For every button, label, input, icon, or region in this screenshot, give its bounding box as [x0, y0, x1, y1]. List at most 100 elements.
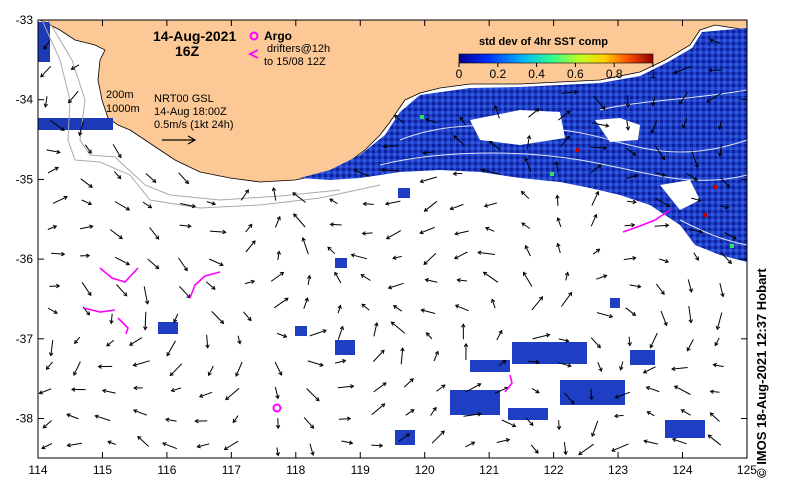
current-arrowhead — [165, 417, 170, 422]
current-arrowhead — [461, 323, 466, 328]
current-arrowhead — [523, 271, 527, 276]
current-arrow — [147, 258, 160, 269]
x-axis: 114 115 116 117 118 119 120 121 122 123 124 125 — [28, 20, 757, 477]
current-arrow — [245, 224, 253, 233]
current-arrowhead — [392, 255, 397, 260]
current-arrowhead — [60, 126, 65, 131]
current-arrowhead — [456, 278, 461, 283]
current-arrowhead — [482, 271, 488, 276]
current-vectors — [38, 38, 737, 457]
current-arrowhead — [423, 207, 429, 212]
current-arrow — [73, 361, 81, 376]
current-arrow — [719, 283, 724, 297]
current-arrow — [528, 360, 539, 363]
current-arrowhead — [488, 140, 493, 145]
current-arrowhead — [45, 365, 50, 370]
current-arrowhead — [361, 303, 366, 308]
current-arrowhead — [671, 437, 677, 443]
current-arrow — [393, 305, 403, 312]
current-arrow — [47, 167, 59, 174]
current-arrowhead — [596, 344, 601, 349]
current-arrow — [686, 173, 698, 181]
current-arrow — [436, 384, 446, 392]
current-arrow — [590, 164, 602, 174]
current-arrowhead — [663, 321, 668, 327]
current-arrow — [724, 232, 737, 240]
current-arrow — [654, 144, 665, 160]
scale-arrow — [162, 135, 197, 145]
current-arrow — [79, 225, 93, 230]
current-arrow — [714, 337, 720, 346]
current-arrow — [225, 388, 240, 400]
current-arrowhead — [137, 435, 142, 440]
current-arrow — [719, 120, 722, 130]
current-arrowhead — [70, 65, 75, 70]
current-arrowhead — [664, 258, 670, 264]
current-arrowhead — [385, 235, 391, 240]
current-arrowhead — [424, 278, 429, 283]
x-tick-label: 125 — [737, 463, 757, 477]
current-arrow — [171, 387, 182, 392]
current-arrow — [371, 444, 383, 447]
current-arrowhead — [196, 444, 201, 449]
current-arrow — [496, 439, 510, 443]
current-arrowhead — [454, 304, 460, 309]
current-arrow — [431, 430, 445, 444]
current-arrow — [235, 361, 243, 377]
current-arrowhead — [732, 235, 737, 240]
current-arrowhead — [339, 325, 344, 331]
current-arrow — [180, 203, 196, 208]
current-arrowhead — [382, 143, 387, 149]
current-arrowhead — [40, 73, 45, 78]
current-arrow — [591, 420, 599, 437]
current-arrow — [129, 337, 143, 346]
current-arrow — [116, 284, 128, 297]
current-arrowhead — [637, 284, 642, 289]
current-arrow — [530, 444, 539, 454]
current-arrowhead — [661, 172, 667, 177]
current-arrowhead — [405, 433, 411, 438]
current-arrowhead — [534, 449, 539, 454]
current-arrow — [178, 257, 188, 271]
current-arrow — [162, 442, 178, 450]
current-arrowhead — [322, 329, 327, 334]
current-arrow — [488, 140, 501, 151]
current-arrowhead — [409, 378, 414, 383]
current-arrowhead — [74, 339, 79, 345]
current-arrowhead — [155, 235, 160, 240]
current-arrow — [709, 39, 721, 44]
current-arrow — [405, 409, 415, 416]
current-arrowhead — [524, 157, 529, 162]
current-arrow — [590, 146, 607, 149]
current-arrow — [453, 135, 465, 146]
current-arrowhead — [169, 372, 174, 377]
current-arrow — [373, 382, 387, 393]
current-arrow — [206, 334, 209, 348]
current-arrowhead — [601, 105, 606, 110]
current-arrowhead — [619, 366, 624, 371]
current-arrow — [688, 306, 692, 323]
current-arrow — [274, 216, 281, 228]
current-arrowhead — [666, 203, 671, 207]
current-arrowhead — [52, 225, 58, 230]
current-arrow — [455, 304, 469, 312]
current-arrowhead — [219, 319, 225, 325]
current-arrow — [651, 120, 658, 134]
current-arrowhead — [627, 342, 632, 347]
current-arrowhead — [378, 443, 384, 448]
current-arrowhead — [453, 135, 458, 140]
current-arrowhead — [187, 223, 192, 229]
argo-legend-label: Argo — [264, 29, 292, 43]
current-arrowhead — [419, 178, 424, 184]
current-arrowhead — [502, 359, 507, 364]
y-tick-label: -35 — [16, 172, 34, 186]
current-arrowhead — [207, 371, 212, 377]
current-arrow — [114, 201, 130, 211]
current-arrowhead — [724, 205, 730, 210]
isobath-1000m — [47, 19, 341, 201]
current-arrowhead — [614, 394, 619, 399]
colorbar-tick-label: 0 — [456, 67, 463, 81]
argo-float-marker — [272, 403, 282, 413]
current-arrowhead — [434, 350, 439, 355]
current-arrowhead — [155, 265, 160, 270]
